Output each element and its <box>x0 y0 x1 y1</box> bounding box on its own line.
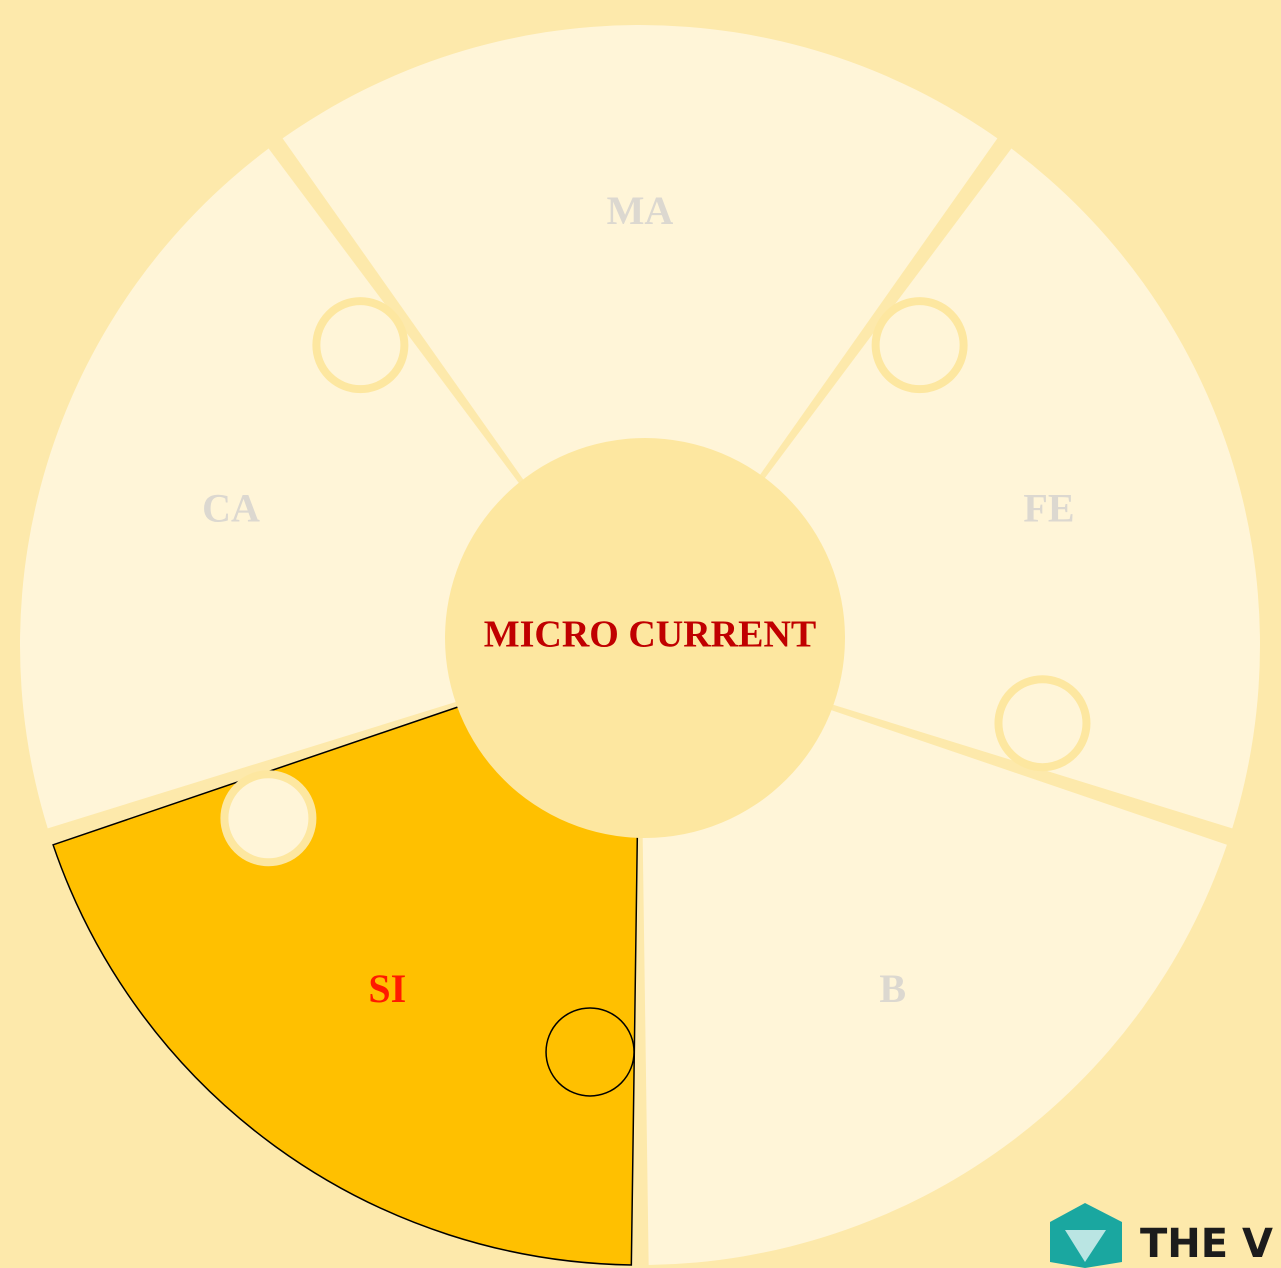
piece-label: FE <box>1023 485 1074 530</box>
pieces <box>19 24 1260 1266</box>
puzzle-knob <box>871 297 968 394</box>
center-label: MICRO CURRENT <box>484 614 817 656</box>
puzzle-piece <box>19 148 527 829</box>
center-circle <box>445 438 845 838</box>
logo: THE V <box>1050 1203 1273 1268</box>
puzzle-knob <box>545 1007 635 1097</box>
piece-label: MA <box>607 188 674 233</box>
puzzle-knob <box>220 770 317 867</box>
labels: MA FE B SI CA <box>202 188 1074 1011</box>
piece-label: CA <box>202 485 260 530</box>
puzzle-knob <box>312 297 409 394</box>
knobs <box>220 297 1091 1097</box>
puzzle-piece <box>753 148 1260 829</box>
logo-text: THE V <box>1140 1221 1273 1267</box>
piece-label: SI <box>368 966 406 1011</box>
logo-icon-mark <box>1065 1230 1106 1262</box>
piece-label: B <box>879 966 906 1011</box>
puzzle-piece <box>282 24 998 490</box>
puzzle-piece <box>642 706 1227 1265</box>
puzzle-knob <box>994 675 1091 772</box>
